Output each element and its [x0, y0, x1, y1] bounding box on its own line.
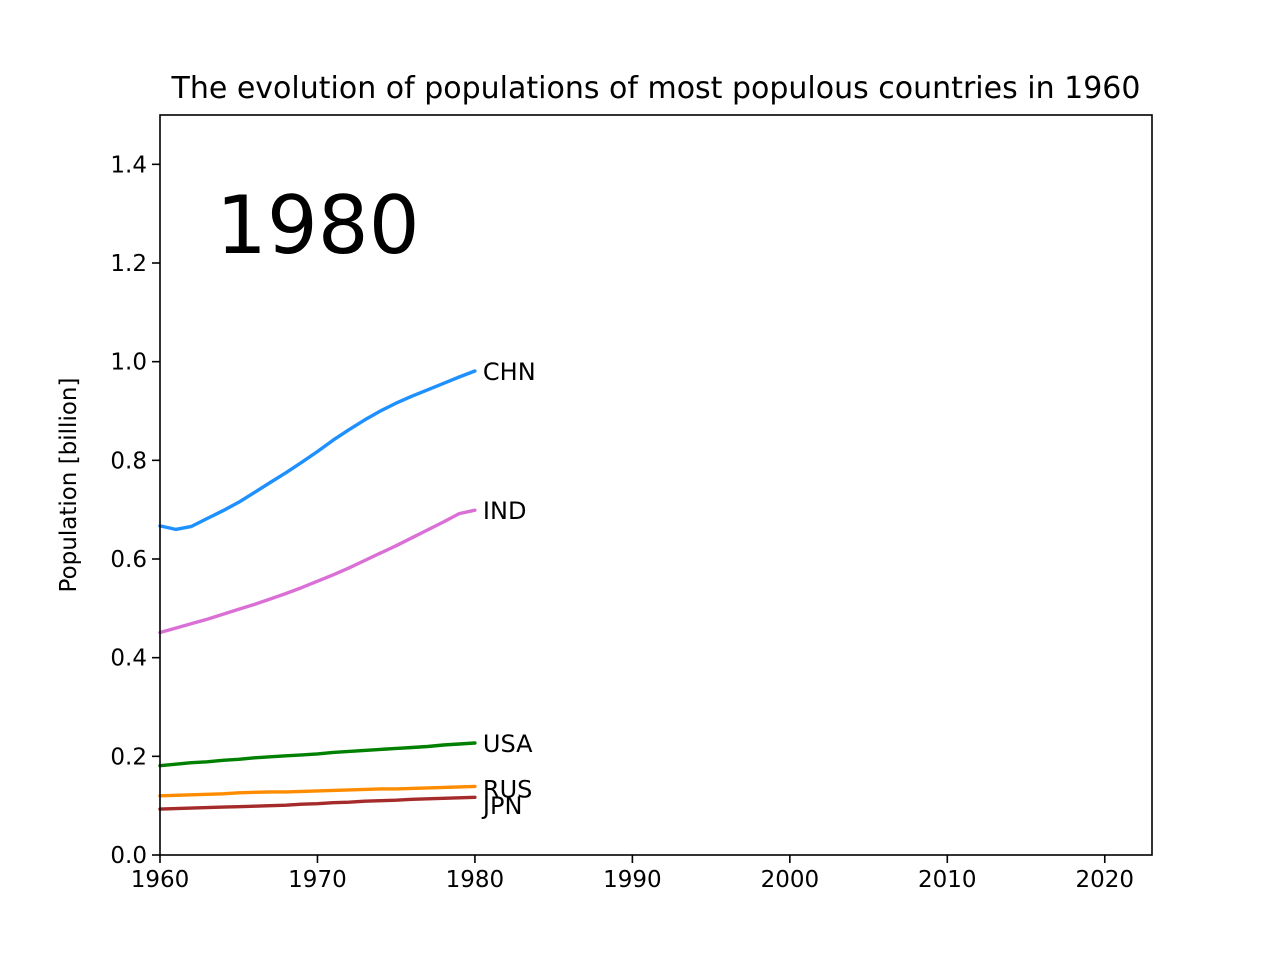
- y-tick-label: 1.2: [110, 251, 147, 277]
- series-label-rus: RUS: [483, 775, 532, 803]
- series-line-chn: [158, 369, 477, 532]
- series-line-ind: [158, 508, 477, 635]
- series-line-rus: [158, 784, 477, 798]
- y-tick-label: 1.4: [110, 152, 147, 178]
- x-tick-label: 1990: [603, 867, 662, 893]
- y-tick-label: 0.6: [110, 547, 147, 573]
- series-line-jpn: [158, 795, 477, 811]
- series-label-ind: IND: [483, 497, 527, 525]
- y-tick-label: 1.0: [110, 350, 147, 376]
- x-tick-label: 1960: [131, 867, 190, 893]
- x-tick-label: 2010: [918, 867, 977, 893]
- chart-title: The evolution of populations of most pop…: [171, 71, 1141, 106]
- x-tick-label: 1980: [446, 867, 505, 893]
- plot-frame: [159, 114, 1153, 856]
- y-tick-label: 0.4: [110, 646, 147, 672]
- series-label-chn: CHN: [483, 358, 536, 386]
- series-label-usa: USA: [483, 730, 533, 758]
- x-tick-label: 2000: [761, 867, 820, 893]
- y-tick-label: 0.0: [110, 843, 147, 869]
- y-tick-label: 0.2: [110, 744, 147, 770]
- y-tick-label: 0.8: [110, 448, 147, 474]
- series-layer: [158, 369, 477, 811]
- series-line-usa: [158, 741, 477, 768]
- year-annotation: 1980: [216, 179, 420, 272]
- x-tick-label: 2020: [1075, 867, 1134, 893]
- x-tick-label: 1970: [288, 867, 347, 893]
- y-axis-label: Population [billion]: [56, 378, 82, 593]
- series-label-jpn: JPN: [481, 792, 523, 820]
- axes: 1960 1970 1980 1990 2000 2010 2020 0.0 0.2 0.4 0.6…: [110, 152, 1134, 893]
